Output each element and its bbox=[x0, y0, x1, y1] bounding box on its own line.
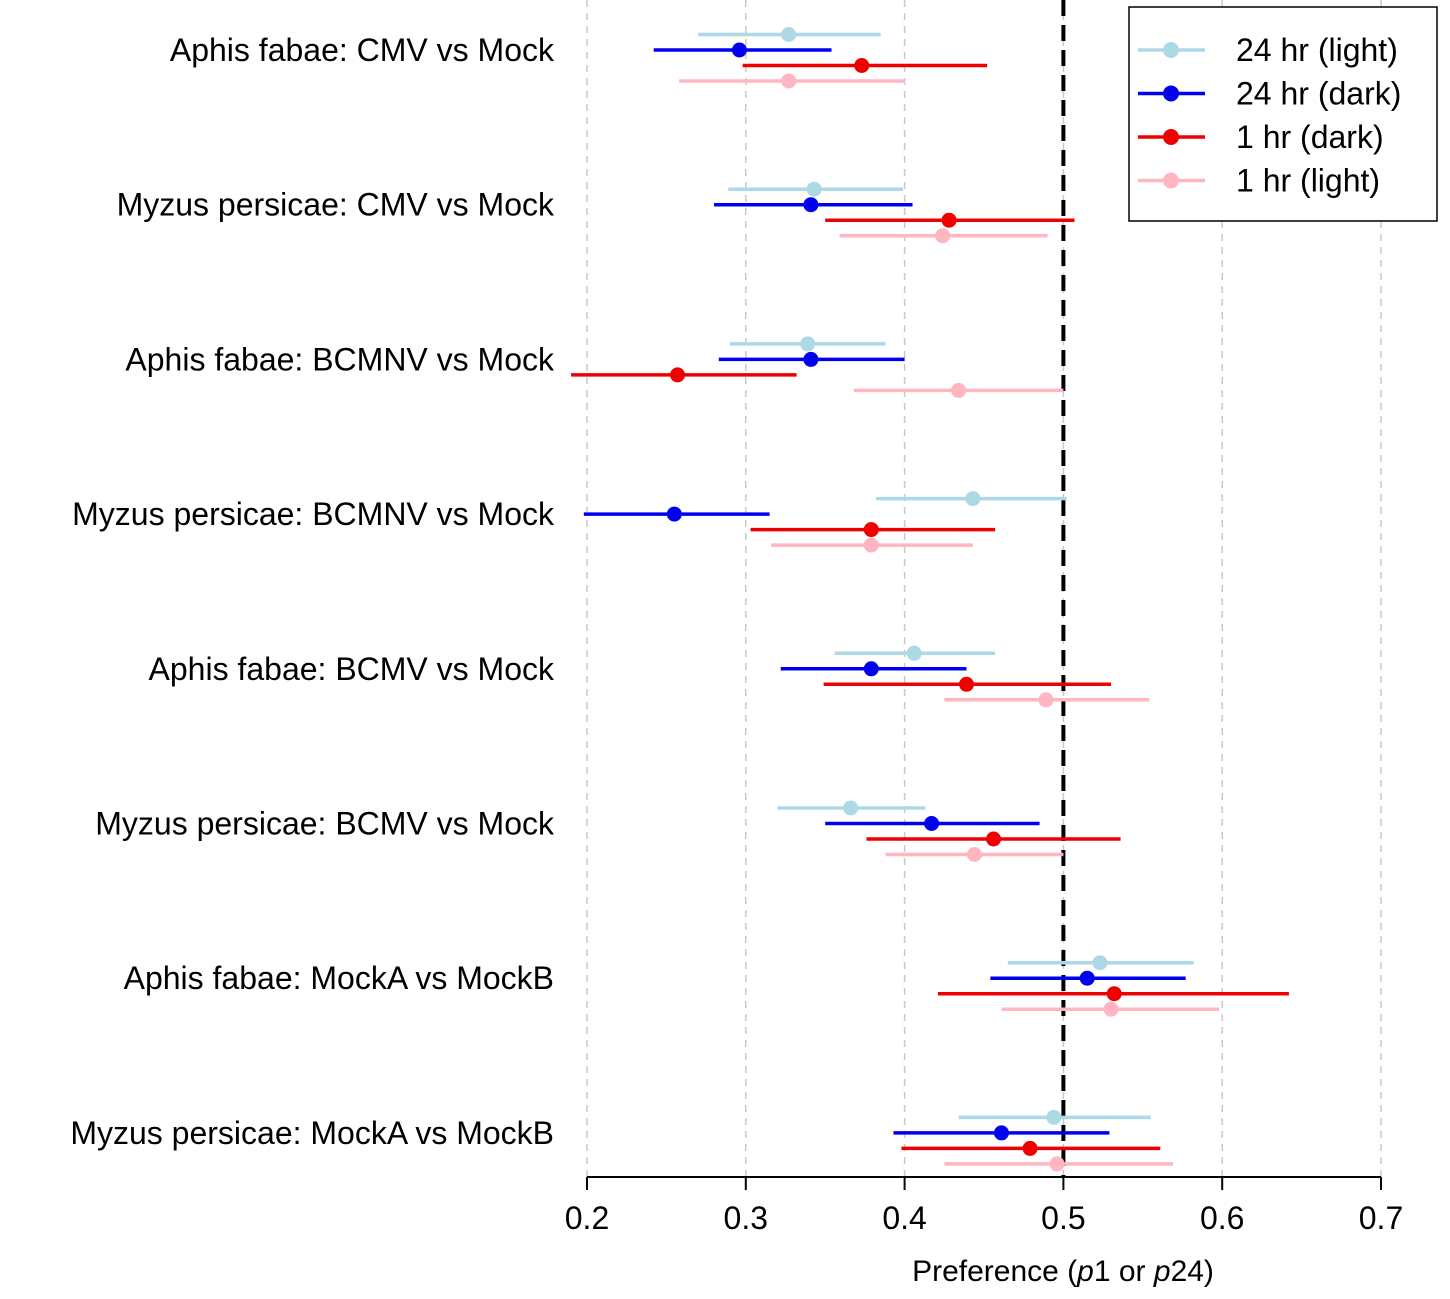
point-estimate bbox=[731, 42, 747, 58]
x-axis-label-part: 1 or bbox=[1094, 1255, 1154, 1288]
row-group bbox=[714, 181, 1075, 244]
point-estimate bbox=[906, 645, 922, 661]
legend-box bbox=[1128, 6, 1438, 222]
point-estimate bbox=[1022, 1140, 1038, 1156]
row-group bbox=[653, 27, 988, 89]
point-estimate bbox=[803, 351, 819, 367]
legend-item: 24 hr (light) bbox=[1138, 32, 1398, 68]
legend-label: 24 hr (dark) bbox=[1236, 76, 1401, 112]
row-group bbox=[893, 1109, 1173, 1172]
point-estimate bbox=[986, 831, 1002, 847]
x-tick-label: 0.6 bbox=[1200, 1200, 1244, 1236]
row-label: Aphis fabae: CMV vs Mock bbox=[170, 32, 555, 68]
x-tick-label: 0.5 bbox=[1041, 1200, 1085, 1236]
x-axis: 0.2 0.3 0.4 0.5 0.6 0.7 bbox=[565, 1176, 1403, 1236]
row-label: Aphis fabae: BCMV vs Mock bbox=[149, 651, 555, 687]
x-axis-label-italic-p: p bbox=[1076, 1255, 1094, 1288]
legend-item: 1 hr (light) bbox=[1138, 163, 1380, 199]
point-estimate bbox=[670, 367, 686, 383]
point-estimate bbox=[1106, 986, 1122, 1002]
legend-label: 24 hr (light) bbox=[1236, 32, 1398, 68]
point-estimate bbox=[863, 522, 879, 538]
point-estimate bbox=[924, 816, 940, 831]
x-axis-label-part: 24) bbox=[1171, 1255, 1214, 1288]
point-estimate bbox=[1092, 955, 1108, 971]
x-tick-label: 0.4 bbox=[882, 1200, 926, 1236]
point-estimate bbox=[803, 197, 819, 213]
row-labels: Aphis fabae: CMV vs Mock Myzus persicae: … bbox=[70, 32, 555, 1151]
point-estimate bbox=[781, 27, 797, 42]
point-estimate bbox=[1046, 1109, 1062, 1125]
point-estimate bbox=[1038, 692, 1054, 708]
row-label: Myzus persicae: MockA vs MockB bbox=[70, 1115, 554, 1151]
legend-label: 1 hr (light) bbox=[1236, 163, 1380, 199]
point-estimate bbox=[941, 212, 957, 228]
x-tick-label: 0.7 bbox=[1359, 1200, 1403, 1236]
point-estimate bbox=[854, 58, 870, 73]
row-group bbox=[571, 336, 1064, 398]
legend-item: 1 hr (dark) bbox=[1138, 119, 1384, 155]
point-estimate bbox=[993, 1125, 1009, 1141]
point-estimate bbox=[806, 181, 822, 197]
x-tick-label: 0.3 bbox=[724, 1200, 768, 1236]
x-tick-label: 0.2 bbox=[565, 1200, 609, 1236]
row-group bbox=[777, 800, 1121, 862]
point-estimate bbox=[863, 661, 879, 677]
legend-swatch-marker bbox=[1163, 42, 1179, 58]
point-estimate bbox=[781, 73, 797, 89]
row-label: Aphis fabae: MockA vs MockB bbox=[124, 960, 554, 996]
x-axis-label-italic-p: p bbox=[1153, 1255, 1171, 1288]
legend-swatch-marker bbox=[1163, 85, 1179, 102]
row-label: Myzus persicae: BCMNV vs Mock bbox=[72, 496, 555, 532]
point-estimate bbox=[666, 506, 682, 522]
legend-swatch-marker bbox=[1163, 129, 1179, 145]
point-estimate bbox=[951, 382, 967, 398]
legend: 24 hr (light) 24 hr (dark) 1 hr (dark) 1 hr… bbox=[1128, 6, 1438, 222]
row-label: Aphis fabae: BCMNV vs Mock bbox=[125, 341, 555, 377]
row-group bbox=[937, 955, 1289, 1017]
point-estimate bbox=[959, 676, 975, 692]
point-estimate bbox=[843, 800, 859, 816]
point-estimate bbox=[966, 847, 982, 862]
row-label: Myzus persicae: BCMV vs Mock bbox=[95, 806, 555, 842]
point-estimate bbox=[1049, 1156, 1065, 1172]
legend-item: 24 hr (dark) bbox=[1138, 76, 1401, 112]
legend-label: 1 hr (dark) bbox=[1236, 119, 1384, 155]
x-axis-label-part: Preference ( bbox=[912, 1255, 1077, 1288]
point-estimate bbox=[935, 228, 951, 244]
row-group bbox=[583, 491, 1067, 553]
row-label: Myzus persicae: CMV vs Mock bbox=[117, 187, 555, 223]
legend-swatch-marker bbox=[1163, 172, 1179, 189]
data-series bbox=[571, 27, 1289, 1172]
point-estimate bbox=[1079, 970, 1095, 986]
row-group bbox=[780, 645, 1150, 708]
point-estimate bbox=[1103, 1001, 1119, 1017]
point-estimate bbox=[965, 491, 981, 507]
x-axis-label: Preference (p1 or p24) bbox=[912, 1255, 1214, 1288]
point-estimate bbox=[863, 537, 879, 553]
point-estimate bbox=[800, 336, 816, 352]
